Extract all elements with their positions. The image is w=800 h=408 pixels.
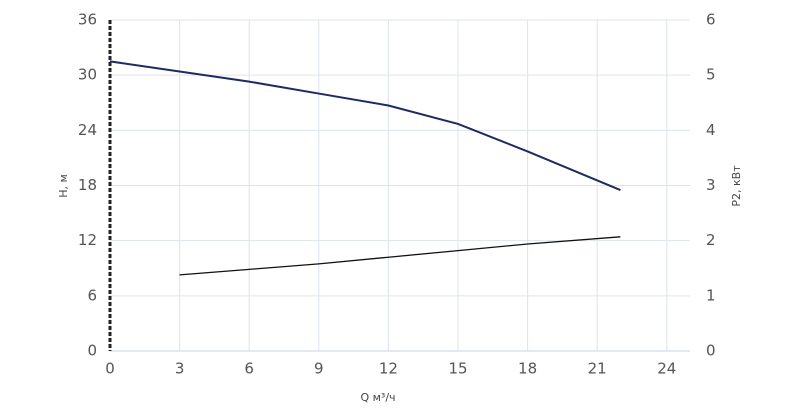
y-tick-label: 30 bbox=[78, 66, 97, 84]
y2-tick-label: 5 bbox=[706, 66, 716, 84]
y-tick-label: 36 bbox=[78, 11, 97, 29]
y-tick-label: 6 bbox=[87, 286, 97, 304]
x-tick-label: 9 bbox=[314, 360, 324, 378]
y2-axis-label: P2, кВт bbox=[730, 165, 743, 207]
y2-tick-label: 6 bbox=[706, 11, 716, 29]
y-tick-label: 18 bbox=[78, 176, 97, 194]
series-line bbox=[109, 60, 621, 192]
x-tick-label: 24 bbox=[657, 360, 676, 378]
y2-tick-label: 3 bbox=[706, 176, 716, 194]
series-line bbox=[179, 236, 621, 276]
x-axis-label: Q м³/ч bbox=[360, 391, 395, 404]
y-tick-label: 0 bbox=[87, 342, 97, 360]
x-tick-label: 15 bbox=[448, 360, 467, 378]
x-tick-label: 3 bbox=[175, 360, 185, 378]
y2-tick-label: 2 bbox=[706, 231, 716, 249]
y2-tick-label: 0 bbox=[706, 342, 716, 360]
y-axis-label: H, м bbox=[57, 174, 70, 198]
x-tick-label: 6 bbox=[244, 360, 254, 378]
y2-tick-label: 4 bbox=[706, 121, 716, 139]
y-tick-label: 12 bbox=[78, 231, 97, 249]
x-tick-label: 18 bbox=[518, 360, 537, 378]
y-tick-label: 24 bbox=[78, 121, 97, 139]
y2-tick-label: 1 bbox=[706, 286, 716, 304]
x-tick-label: 12 bbox=[379, 360, 398, 378]
x-tick-label: 0 bbox=[105, 360, 115, 378]
x-tick-label: 21 bbox=[588, 360, 607, 378]
